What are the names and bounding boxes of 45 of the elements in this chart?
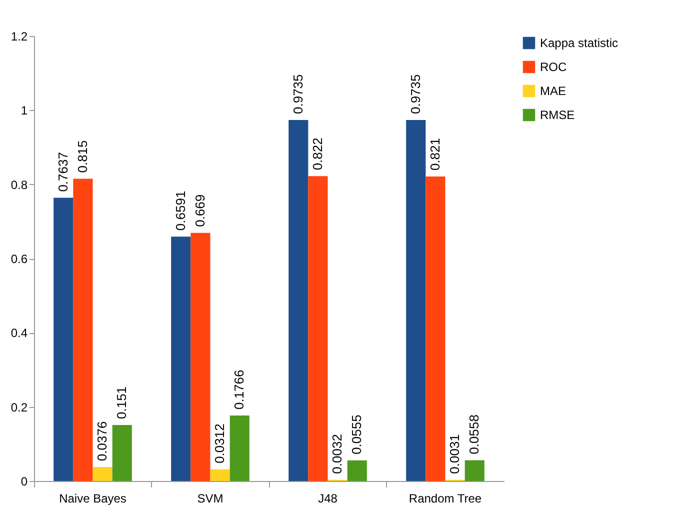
y-tick-label: 0.8: [10, 178, 28, 192]
data-label: 0.669: [192, 194, 208, 227]
x-tick-label: Random Tree: [408, 492, 482, 506]
legend-label: MAE: [540, 84, 566, 98]
y-tick-label: 0.4: [10, 326, 28, 340]
data-label: 0.815: [74, 140, 90, 173]
x-tick-label: SVM: [197, 492, 224, 506]
y-tick-label: 0.2: [10, 400, 28, 414]
x-tick-label: J48: [318, 492, 338, 506]
bar: [92, 467, 112, 481]
data-label: 0.0032: [330, 434, 345, 474]
data-label: 0.821: [427, 138, 442, 171]
bar: [73, 178, 93, 481]
legend-label: Kappa statistic: [540, 36, 618, 50]
legend-label: RMSE: [540, 108, 575, 122]
data-label: 0.0031: [447, 434, 462, 474]
bar: [190, 232, 210, 481]
bar: [210, 469, 230, 481]
bar: [464, 460, 484, 481]
bar: [347, 460, 367, 481]
data-label: 0.0376: [94, 421, 110, 462]
y-tick-label: 0.6: [10, 252, 28, 266]
data-label: 0.0312: [212, 424, 228, 464]
data-label: 0.9735: [408, 74, 423, 114]
data-label: 0.151: [114, 386, 130, 420]
y-tick-label: 0: [20, 474, 28, 488]
bar: [308, 176, 328, 481]
y-tick-label: 1: [20, 104, 28, 118]
data-label: 0.822: [310, 138, 325, 170]
data-label: 0.7637: [55, 152, 70, 192]
bar: [171, 236, 191, 481]
bar: [54, 198, 74, 481]
data-label: 0.0558: [466, 414, 482, 454]
legend-label: ROC: [540, 60, 567, 74]
data-label: 0.6591: [172, 190, 188, 231]
bar: [426, 176, 446, 481]
data-label: 0.1766: [232, 370, 247, 410]
bar: [230, 416, 250, 481]
y-tick-label: 1.2: [10, 30, 28, 44]
bar: [288, 120, 308, 481]
bar: [112, 425, 132, 481]
bar: [406, 120, 426, 481]
data-label: 0.9735: [290, 74, 306, 114]
x-tick-label: Naive Bayes: [59, 492, 126, 506]
data-label: 0.0555: [349, 414, 364, 454]
